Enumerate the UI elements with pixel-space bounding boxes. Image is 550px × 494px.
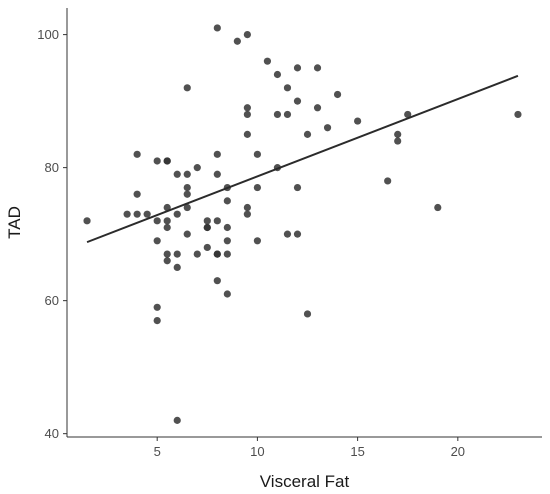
data-point <box>133 150 141 158</box>
data-point <box>163 217 171 225</box>
data-point <box>153 317 161 325</box>
data-point <box>153 217 161 225</box>
data-point <box>193 164 201 172</box>
data-point <box>173 210 181 218</box>
data-point <box>273 70 282 79</box>
data-point <box>253 183 262 192</box>
x-tick-label: 20 <box>451 444 465 459</box>
data-point <box>293 97 302 105</box>
data-point <box>313 104 322 112</box>
data-point <box>183 183 191 192</box>
regression-line <box>86 74 519 244</box>
data-point <box>313 64 322 72</box>
data-point <box>243 104 251 112</box>
data-point <box>263 57 272 65</box>
y-tick-label: 40 <box>45 426 59 441</box>
data-point <box>303 130 312 138</box>
data-point <box>183 230 191 238</box>
data-point <box>323 124 332 132</box>
data-point <box>123 210 131 218</box>
data-point <box>163 250 171 258</box>
data-point <box>394 130 402 138</box>
data-point <box>293 183 302 192</box>
data-point <box>283 84 292 92</box>
y-tick-label: 100 <box>37 27 59 42</box>
data-point <box>404 110 412 119</box>
data-point <box>394 137 402 145</box>
data-point <box>243 110 251 119</box>
data-point <box>183 170 191 178</box>
data-point <box>213 217 221 225</box>
data-point <box>163 257 171 265</box>
data-point <box>203 217 211 225</box>
data-point <box>303 310 312 318</box>
data-point <box>213 24 221 32</box>
data-point <box>384 177 392 185</box>
data-point <box>213 170 221 178</box>
data-point <box>283 230 292 238</box>
x-tick-label: 15 <box>350 444 364 459</box>
data-point <box>173 416 181 424</box>
data-points <box>83 24 522 424</box>
data-point <box>213 250 221 258</box>
data-point <box>233 37 241 45</box>
data-point <box>163 203 171 212</box>
data-point <box>223 223 231 232</box>
data-point <box>333 90 342 99</box>
data-point <box>183 203 191 212</box>
y-axis-title: TAD <box>5 206 24 239</box>
data-point <box>183 190 191 198</box>
data-point <box>153 157 161 165</box>
y-tick-label: 60 <box>45 293 59 308</box>
data-point <box>173 170 181 178</box>
data-point <box>203 243 211 252</box>
data-point <box>223 237 231 245</box>
data-point <box>213 277 221 285</box>
data-point <box>293 64 302 72</box>
data-point <box>223 250 231 258</box>
data-point <box>143 210 151 218</box>
data-point <box>183 84 191 92</box>
x-tick-label: 10 <box>250 444 264 459</box>
data-point <box>273 110 282 119</box>
data-point <box>243 203 251 212</box>
x-tick-label: 5 <box>154 444 161 459</box>
data-point <box>243 130 251 138</box>
axes <box>66 8 542 438</box>
data-point <box>133 210 141 218</box>
data-point <box>243 210 251 218</box>
data-point <box>243 31 251 39</box>
data-point <box>354 117 362 125</box>
data-point <box>173 250 181 258</box>
data-point <box>133 190 141 198</box>
data-point <box>153 237 161 245</box>
data-point <box>83 217 91 225</box>
data-point <box>283 110 292 119</box>
data-point <box>173 263 181 271</box>
x-axis-title: Visceral Fat <box>260 472 350 491</box>
data-point <box>253 150 262 158</box>
data-point <box>223 197 231 205</box>
data-point <box>163 157 171 165</box>
data-point <box>213 150 221 158</box>
y-ticks: 40 60 80 100 <box>37 27 67 441</box>
data-point <box>223 290 231 298</box>
data-point <box>203 223 211 232</box>
data-point <box>434 203 442 212</box>
data-point <box>514 110 522 119</box>
y-tick-label: 80 <box>45 160 59 175</box>
data-point <box>163 223 171 232</box>
data-point <box>193 250 201 258</box>
data-point <box>253 237 262 245</box>
data-point <box>293 230 302 238</box>
data-point <box>153 303 161 311</box>
x-ticks: 5 10 15 20 <box>154 437 465 459</box>
